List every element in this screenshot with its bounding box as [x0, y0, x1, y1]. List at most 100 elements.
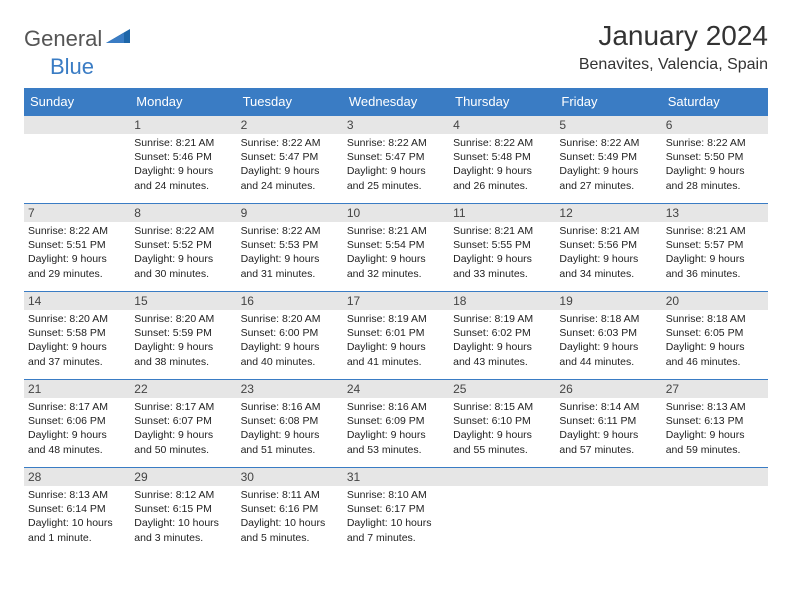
sunrise-text: Sunrise: 8:22 AM [28, 224, 126, 238]
daylight-text: Daylight: 10 hours and 3 minutes. [134, 516, 232, 544]
sunset-text: Sunset: 6:09 PM [347, 414, 445, 428]
calendar-page: General January 2024 Benavites, Valencia… [0, 0, 792, 576]
sunrise-text: Sunrise: 8:21 AM [666, 224, 764, 238]
day-details: Sunrise: 8:13 AMSunset: 6:14 PMDaylight:… [24, 486, 130, 549]
daylight-text: Daylight: 9 hours and 55 minutes. [453, 428, 551, 456]
daylight-text: Daylight: 9 hours and 53 minutes. [347, 428, 445, 456]
day-details: Sunrise: 8:22 AMSunset: 5:48 PMDaylight:… [449, 134, 555, 197]
sunrise-text: Sunrise: 8:13 AM [666, 400, 764, 414]
day-number: 10 [343, 204, 449, 222]
day-number: 1 [130, 116, 236, 134]
daylight-text: Daylight: 9 hours and 36 minutes. [666, 252, 764, 280]
calendar-day-cell: 14Sunrise: 8:20 AMSunset: 5:58 PMDayligh… [24, 292, 130, 380]
sunset-text: Sunset: 5:56 PM [559, 238, 657, 252]
sunset-text: Sunset: 5:51 PM [28, 238, 126, 252]
sunrise-text: Sunrise: 8:11 AM [241, 488, 339, 502]
daylight-text: Daylight: 9 hours and 26 minutes. [453, 164, 551, 192]
sunrise-text: Sunrise: 8:19 AM [347, 312, 445, 326]
day-number: 15 [130, 292, 236, 310]
daylight-text: Daylight: 9 hours and 48 minutes. [28, 428, 126, 456]
daylight-text: Daylight: 9 hours and 24 minutes. [241, 164, 339, 192]
day-number: 16 [237, 292, 343, 310]
sunrise-text: Sunrise: 8:14 AM [559, 400, 657, 414]
sunset-text: Sunset: 6:16 PM [241, 502, 339, 516]
sunset-text: Sunset: 6:06 PM [28, 414, 126, 428]
sunrise-text: Sunrise: 8:21 AM [134, 136, 232, 150]
calendar-day-cell: 7Sunrise: 8:22 AMSunset: 5:51 PMDaylight… [24, 204, 130, 292]
day-number [555, 468, 661, 486]
daylight-text: Daylight: 9 hours and 40 minutes. [241, 340, 339, 368]
calendar-week-row: 1Sunrise: 8:21 AMSunset: 5:46 PMDaylight… [24, 116, 768, 204]
sunrise-text: Sunrise: 8:15 AM [453, 400, 551, 414]
daylight-text: Daylight: 9 hours and 44 minutes. [559, 340, 657, 368]
weekday-header: Friday [555, 88, 661, 116]
day-details: Sunrise: 8:22 AMSunset: 5:53 PMDaylight:… [237, 222, 343, 285]
daylight-text: Daylight: 9 hours and 29 minutes. [28, 252, 126, 280]
calendar-table: SundayMondayTuesdayWednesdayThursdayFrid… [24, 88, 768, 556]
day-number [24, 116, 130, 134]
weekday-header: Thursday [449, 88, 555, 116]
day-number: 31 [343, 468, 449, 486]
sunset-text: Sunset: 6:08 PM [241, 414, 339, 428]
sunrise-text: Sunrise: 8:12 AM [134, 488, 232, 502]
calendar-day-cell: 22Sunrise: 8:17 AMSunset: 6:07 PMDayligh… [130, 380, 236, 468]
day-number: 8 [130, 204, 236, 222]
sunset-text: Sunset: 6:14 PM [28, 502, 126, 516]
day-details: Sunrise: 8:21 AMSunset: 5:46 PMDaylight:… [130, 134, 236, 197]
sunset-text: Sunset: 6:10 PM [453, 414, 551, 428]
daylight-text: Daylight: 9 hours and 38 minutes. [134, 340, 232, 368]
day-number: 22 [130, 380, 236, 398]
calendar-day-cell: 30Sunrise: 8:11 AMSunset: 6:16 PMDayligh… [237, 468, 343, 556]
daylight-text: Daylight: 9 hours and 31 minutes. [241, 252, 339, 280]
daylight-text: Daylight: 9 hours and 24 minutes. [134, 164, 232, 192]
sunset-text: Sunset: 5:46 PM [134, 150, 232, 164]
calendar-day-cell: 4Sunrise: 8:22 AMSunset: 5:48 PMDaylight… [449, 116, 555, 204]
day-number: 11 [449, 204, 555, 222]
sunset-text: Sunset: 6:07 PM [134, 414, 232, 428]
sunset-text: Sunset: 5:58 PM [28, 326, 126, 340]
sunset-text: Sunset: 6:15 PM [134, 502, 232, 516]
sunset-text: Sunset: 6:01 PM [347, 326, 445, 340]
day-details: Sunrise: 8:10 AMSunset: 6:17 PMDaylight:… [343, 486, 449, 549]
day-details: Sunrise: 8:15 AMSunset: 6:10 PMDaylight:… [449, 398, 555, 461]
sunrise-text: Sunrise: 8:22 AM [241, 224, 339, 238]
logo-triangle-icon [106, 27, 130, 48]
calendar-day-cell [555, 468, 661, 556]
daylight-text: Daylight: 9 hours and 51 minutes. [241, 428, 339, 456]
weekday-header: Sunday [24, 88, 130, 116]
sunrise-text: Sunrise: 8:18 AM [559, 312, 657, 326]
day-number: 12 [555, 204, 661, 222]
daylight-text: Daylight: 9 hours and 37 minutes. [28, 340, 126, 368]
weekday-header: Tuesday [237, 88, 343, 116]
weekday-header: Wednesday [343, 88, 449, 116]
day-details: Sunrise: 8:17 AMSunset: 6:07 PMDaylight:… [130, 398, 236, 461]
calendar-day-cell: 5Sunrise: 8:22 AMSunset: 5:49 PMDaylight… [555, 116, 661, 204]
sunset-text: Sunset: 6:02 PM [453, 326, 551, 340]
sunset-text: Sunset: 5:50 PM [666, 150, 764, 164]
calendar-day-cell: 26Sunrise: 8:14 AMSunset: 6:11 PMDayligh… [555, 380, 661, 468]
sunrise-text: Sunrise: 8:21 AM [347, 224, 445, 238]
calendar-day-cell: 11Sunrise: 8:21 AMSunset: 5:55 PMDayligh… [449, 204, 555, 292]
day-details: Sunrise: 8:12 AMSunset: 6:15 PMDaylight:… [130, 486, 236, 549]
sunset-text: Sunset: 6:17 PM [347, 502, 445, 516]
calendar-day-cell: 8Sunrise: 8:22 AMSunset: 5:52 PMDaylight… [130, 204, 236, 292]
daylight-text: Daylight: 9 hours and 28 minutes. [666, 164, 764, 192]
day-number: 20 [662, 292, 768, 310]
sunset-text: Sunset: 6:00 PM [241, 326, 339, 340]
sunset-text: Sunset: 5:55 PM [453, 238, 551, 252]
day-details: Sunrise: 8:21 AMSunset: 5:54 PMDaylight:… [343, 222, 449, 285]
daylight-text: Daylight: 9 hours and 43 minutes. [453, 340, 551, 368]
calendar-day-cell: 10Sunrise: 8:21 AMSunset: 5:54 PMDayligh… [343, 204, 449, 292]
day-number: 27 [662, 380, 768, 398]
calendar-body: 1Sunrise: 8:21 AMSunset: 5:46 PMDaylight… [24, 116, 768, 556]
sunrise-text: Sunrise: 8:21 AM [453, 224, 551, 238]
day-number [449, 468, 555, 486]
sunrise-text: Sunrise: 8:19 AM [453, 312, 551, 326]
calendar-day-cell: 9Sunrise: 8:22 AMSunset: 5:53 PMDaylight… [237, 204, 343, 292]
sunset-text: Sunset: 5:48 PM [453, 150, 551, 164]
calendar-day-cell: 13Sunrise: 8:21 AMSunset: 5:57 PMDayligh… [662, 204, 768, 292]
sunrise-text: Sunrise: 8:22 AM [134, 224, 232, 238]
calendar-day-cell: 16Sunrise: 8:20 AMSunset: 6:00 PMDayligh… [237, 292, 343, 380]
sunrise-text: Sunrise: 8:16 AM [347, 400, 445, 414]
sunset-text: Sunset: 5:52 PM [134, 238, 232, 252]
